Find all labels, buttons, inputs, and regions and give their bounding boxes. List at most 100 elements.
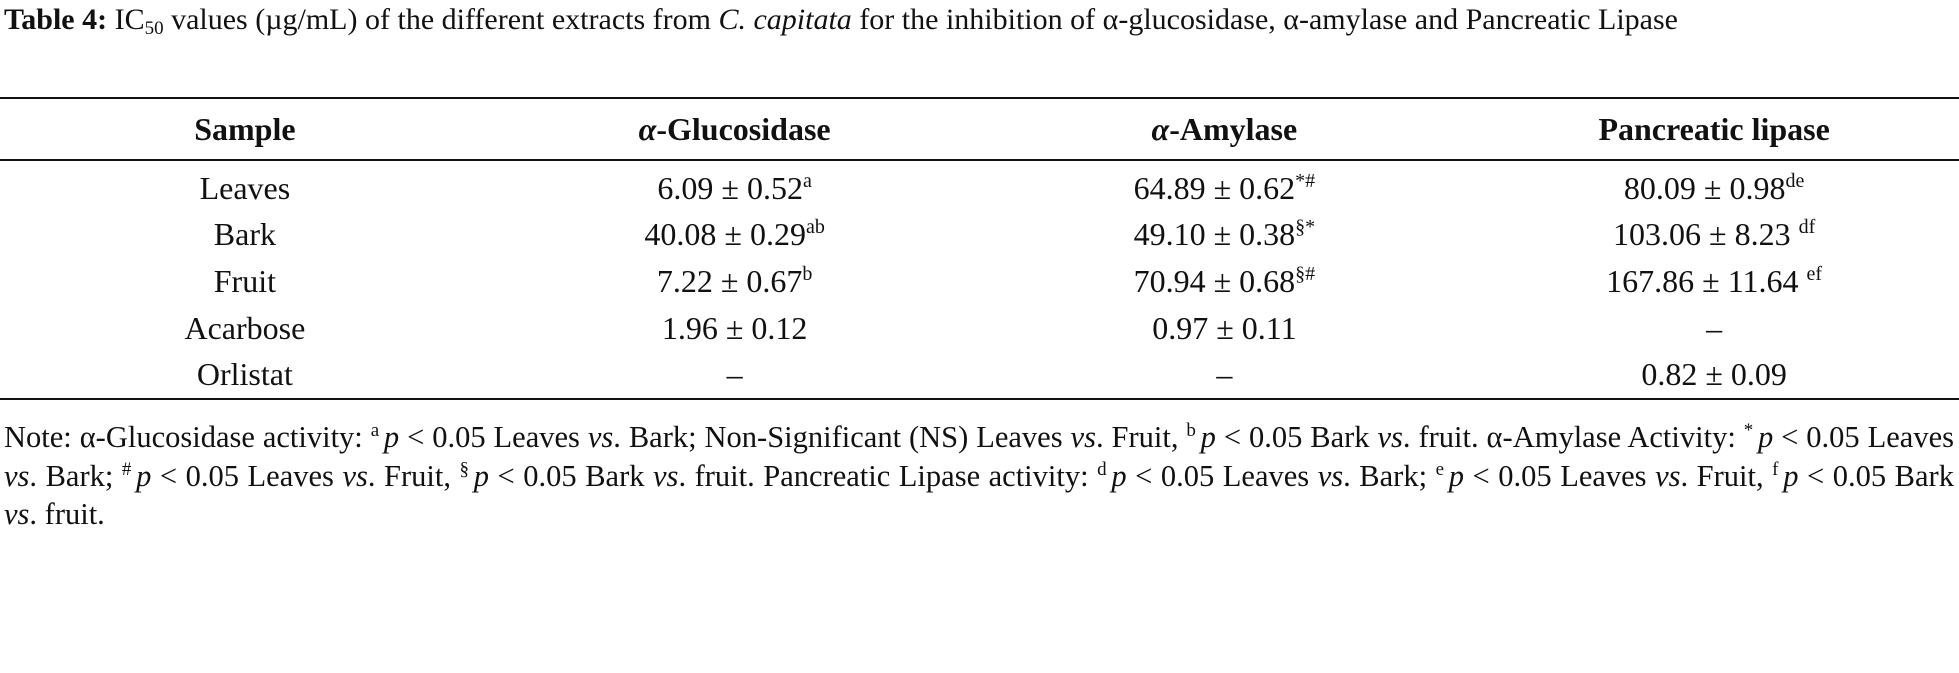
cell-value: 49.10 ± 0.38 xyxy=(1133,216,1296,253)
value-cell: – xyxy=(1469,305,1959,352)
caption-text: values (µg/mL) of the different extracts… xyxy=(163,3,719,36)
note-italic: vs xyxy=(342,458,368,493)
cell-value: 103.06 ± 8.23 xyxy=(1613,216,1799,253)
table-row: Leaves 6.09 ± 0.52a 64.89 ± 0.62*# 80.09 ± … xyxy=(0,160,1959,212)
value-cell: – xyxy=(980,351,1470,399)
cell-text: Acarbose xyxy=(184,309,306,346)
note-superscript: a xyxy=(370,420,380,441)
note-text: < 0.05 Leaves xyxy=(1126,458,1318,493)
note-italic: vs xyxy=(1377,420,1403,454)
value-cell: 6.09 ± 0.52a xyxy=(490,160,980,212)
cell-text: 0.82 ± 0.09 xyxy=(1641,356,1787,393)
note-superscript: f xyxy=(1772,458,1779,480)
note-italic: vs xyxy=(1655,458,1681,493)
table-row: Acarbose 1.96 ± 0.12 0.97 ± 0.11 – xyxy=(0,305,1959,352)
caption-label: Table 4: xyxy=(4,3,108,36)
note-text: . Fruit, xyxy=(1095,420,1187,454)
column-header: Pancreatic lipase xyxy=(1469,98,1959,160)
table-body: Leaves 6.09 ± 0.52a 64.89 ± 0.62*# 80.09 ± … xyxy=(0,160,1959,399)
note-superscript: * xyxy=(1743,420,1754,441)
value-cell: 40.08 ± 0.29ab xyxy=(490,212,980,259)
significance-mark: §* xyxy=(1295,216,1316,239)
data-table: Sample α-Glucosidase α-Amylase Pancreatic l… xyxy=(0,97,1959,400)
note-italic: p xyxy=(1757,420,1774,454)
column-header: α-Glucosidase xyxy=(490,98,980,160)
sample-cell: Fruit xyxy=(0,258,490,305)
note-text: < 0.05 Leaves xyxy=(399,420,588,454)
caption-text: IC xyxy=(107,3,145,36)
value-cell: 0.97 ± 0.11 xyxy=(980,305,1470,352)
significance-mark: ab xyxy=(805,216,825,239)
header-text: α-Glucosidase xyxy=(638,110,831,147)
value-cell: 0.82 ± 0.09 xyxy=(1469,351,1959,399)
significance-mark: §# xyxy=(1295,262,1316,285)
note-text: . fruit. Pancreatic Lipase activity: xyxy=(678,458,1098,493)
column-header: α-Amylase xyxy=(980,98,1470,160)
note-text: < 0.05 Bark xyxy=(1215,420,1378,454)
note-text: < 0.05 Leaves xyxy=(151,458,343,493)
note-italic: vs xyxy=(4,497,30,531)
cell-value: 7.22 ± 0.67 xyxy=(656,262,803,299)
note-superscript: # xyxy=(121,458,132,480)
value-cell: 64.89 ± 0.62*# xyxy=(980,160,1470,212)
table-row: Bark 40.08 ± 0.29ab 49.10 ± 0.38§* 103.06 ±… xyxy=(0,212,1959,259)
cell-text: Fruit xyxy=(213,262,276,299)
header-text: α-Amylase xyxy=(1151,110,1298,147)
note-text: . Bark; Non-Significant (NS) Leaves xyxy=(613,420,1071,454)
note-italic: p xyxy=(136,458,152,493)
note-text: Note: α-Glucosidase activity: xyxy=(4,420,371,454)
cell-value: 40.08 ± 0.29 xyxy=(644,216,806,253)
note-superscript: b xyxy=(1186,420,1196,441)
value-cell: 103.06 ± 8.23 df xyxy=(1469,212,1959,259)
caption-species: C. capitata xyxy=(718,3,852,36)
cell-text: Bark xyxy=(213,216,276,253)
value-cell: – xyxy=(490,351,980,399)
value-cell: 70.94 ± 0.68§# xyxy=(980,258,1470,305)
cell-text: 1.96 ± 0.12 xyxy=(661,309,808,346)
cell-text: – xyxy=(726,356,743,393)
note-text: . Bark; xyxy=(29,458,122,493)
sample-cell: Leaves xyxy=(0,160,490,212)
significance-mark: ef xyxy=(1806,262,1823,285)
cell-text: 0.97 ± 0.11 xyxy=(1152,309,1297,346)
note-italic: p xyxy=(1448,458,1465,493)
value-cell: 49.10 ± 0.38§* xyxy=(980,212,1470,259)
cell-value: 70.94 ± 0.68 xyxy=(1133,262,1296,299)
significance-mark: df xyxy=(1798,216,1816,239)
value-cell: 7.22 ± 0.67b xyxy=(490,258,980,305)
significance-mark: *# xyxy=(1295,169,1316,192)
note-superscript: e xyxy=(1435,458,1445,480)
note-superscript: § xyxy=(459,458,470,480)
note-text: . Fruit, xyxy=(1680,458,1773,493)
cell-value: 6.09 ± 0.52 xyxy=(657,169,803,206)
note-text: < 0.05 Leaves xyxy=(1464,458,1656,493)
note-text: . fruit. α-Amylase Activity: xyxy=(1402,420,1744,454)
note-italic: vs xyxy=(4,458,30,493)
significance-mark: b xyxy=(802,262,813,285)
note-text: . Bark; xyxy=(1343,458,1436,493)
note-text: < 0.05 Leaves xyxy=(1773,420,1954,454)
note-italic: p xyxy=(383,420,400,454)
significance-mark: de xyxy=(1785,169,1805,192)
cell-text: Orlistat xyxy=(196,356,293,393)
header-text: Pancreatic lipase xyxy=(1598,110,1830,147)
header-row: Sample α-Glucosidase α-Amylase Pancreatic l… xyxy=(0,98,1959,160)
table-caption: Table 4: IC50 values (µg/mL) of the diff… xyxy=(4,2,1954,38)
note-italic: p xyxy=(473,458,490,493)
cell-text: Leaves xyxy=(199,169,291,206)
note-superscript: d xyxy=(1097,458,1107,480)
note-italic: vs xyxy=(587,420,614,454)
sample-cell: Orlistat xyxy=(0,351,490,399)
note-italic: vs xyxy=(1317,458,1344,493)
note-text: . Fruit, xyxy=(367,458,460,493)
caption-subscript: 50 xyxy=(144,18,164,39)
cell-text: – xyxy=(1706,309,1723,346)
note-italic: p xyxy=(1783,458,1799,493)
table-row: Fruit 7.22 ± 0.67b 70.94 ± 0.68§# 167.86 ± … xyxy=(0,258,1959,305)
value-cell: 167.86 ± 11.64 ef xyxy=(1469,258,1959,305)
note-text: . fruit. xyxy=(29,497,105,531)
